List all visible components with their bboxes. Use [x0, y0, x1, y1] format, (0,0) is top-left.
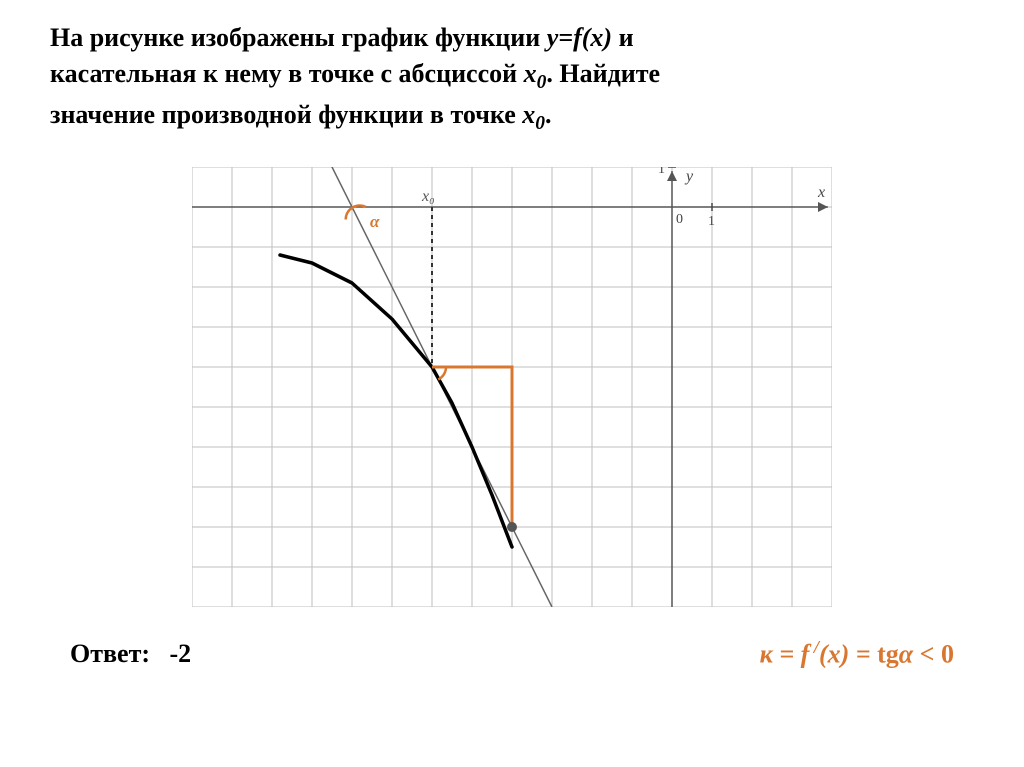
text: .	[545, 100, 552, 129]
answer-label: Ответ:	[70, 639, 150, 668]
problem-statement: На рисунке изображены график функции y=f…	[50, 20, 974, 137]
formula-yfx: y=f(x)	[547, 23, 612, 52]
svg-text:1: 1	[708, 214, 715, 229]
x0-symbol: x0	[522, 100, 545, 129]
svg-text:x: x	[817, 184, 825, 201]
text: На рисунке изображены график функции	[50, 23, 547, 52]
svg-text:0: 0	[676, 212, 683, 227]
derivative-graph: y x 0 1 1 x₀ α	[192, 167, 832, 607]
text: касательная к нему в точке с абсциссой	[50, 59, 524, 88]
text: . Найдите	[546, 59, 660, 88]
derivative-formula: к = f /(x) = tgα < 0	[760, 637, 954, 670]
graph-container: y x 0 1 1 x₀ α	[50, 167, 974, 607]
answer-value: -2	[170, 639, 192, 668]
svg-text:y: y	[684, 168, 694, 185]
text: значение производной функции в точке	[50, 100, 522, 129]
svg-text:α: α	[370, 212, 380, 231]
svg-text:1: 1	[658, 167, 665, 177]
svg-text:x₀: x₀	[421, 188, 435, 205]
text: и	[612, 23, 633, 52]
answer-block: Ответ: -2	[70, 639, 191, 669]
x0-symbol: x0	[524, 59, 547, 88]
